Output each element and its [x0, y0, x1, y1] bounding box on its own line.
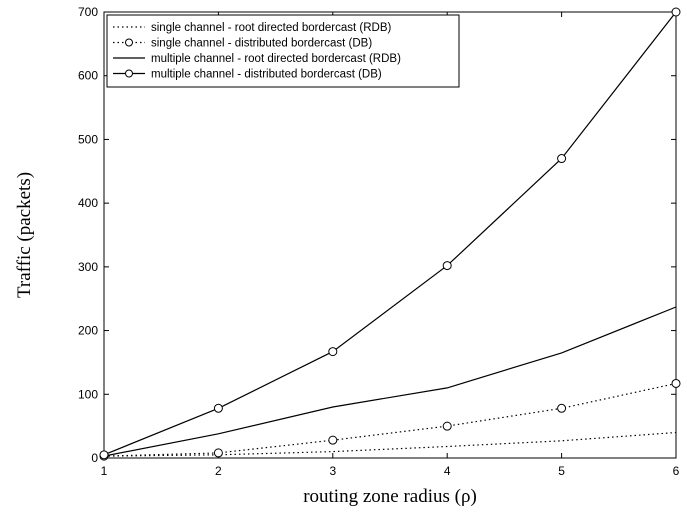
legend: single channel - root directed bordercas… [106, 14, 460, 88]
x-tick-label: 4 [444, 464, 451, 478]
y-tick-label: 0 [91, 451, 98, 465]
x-tick-label: 6 [673, 464, 680, 478]
legend-label-1: single channel - root directed bordercas… [151, 22, 392, 34]
series-line-1 [103, 431, 677, 457]
series-4-point [442, 261, 452, 271]
series-4-point [99, 450, 109, 460]
series-line-2 [103, 382, 677, 457]
y-tick-label: 600 [78, 69, 98, 83]
series-4-point [671, 7, 681, 17]
x-tick-label: 3 [329, 464, 336, 478]
series-line-3 [103, 306, 677, 457]
y-tick-label: 300 [78, 260, 98, 274]
legend-label-3: multiple channel - root directed borderc… [151, 53, 401, 65]
legend-marker-2 [125, 38, 133, 47]
series-2-point [671, 378, 681, 388]
y-tick-label: 100 [78, 387, 98, 401]
series-4-point [557, 154, 567, 164]
y-tick-label: 200 [78, 324, 98, 338]
y-tick-label: 400 [78, 196, 98, 210]
series-layer [99, 7, 681, 461]
series-2-point [442, 421, 452, 431]
plot-frame [103, 11, 677, 459]
plot-area: 1 2 3 4 5 6 0 100 200 300 400 500 600 700 single chan… [78, 5, 681, 478]
x-tick-label: 1 [101, 464, 108, 478]
legend-marker-4 [125, 69, 133, 78]
ticks-layer: 1 2 3 4 5 6 0 100 200 300 400 500 600 700 [78, 5, 680, 478]
y-tick-label: 500 [78, 132, 98, 146]
y-axis-label: Traffic (packets) [14, 172, 35, 298]
x-axis-label: routing zone radius (ρ) [303, 486, 477, 507]
legend-label-2: single channel - distributed bordercast … [151, 38, 372, 50]
legend-box [106, 14, 460, 88]
series-line-4 [103, 11, 677, 456]
series-4-point [213, 403, 223, 413]
y-tick-label: 700 [78, 5, 98, 19]
x-tick-label: 2 [215, 464, 222, 478]
series-2-point [328, 435, 338, 445]
legend-label-4: multiple channel - distributed bordercas… [151, 69, 382, 81]
series-2-point [213, 448, 223, 458]
series-2-point [557, 403, 567, 413]
x-tick-label: 5 [558, 464, 565, 478]
series-4-point [328, 347, 338, 357]
